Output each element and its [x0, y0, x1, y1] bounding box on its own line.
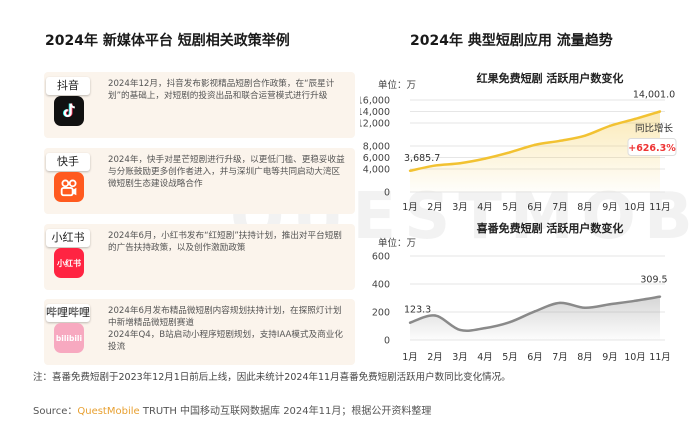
- data-point: [558, 301, 562, 305]
- x-tick-label: 1月: [402, 202, 418, 213]
- x-tick-label: 7月: [552, 352, 568, 363]
- x-tick-label: 3月: [452, 352, 468, 363]
- data-point: [483, 326, 487, 330]
- y-tick-label: 4,000: [363, 165, 390, 176]
- xiaohongshu-logo-icon: 小红书: [54, 248, 84, 278]
- source-prefix: Source：: [33, 406, 78, 417]
- data-label: 309.5: [640, 275, 667, 286]
- trend-charts: 红果免费短剧 活跃用户数变化单位：万 0 4,000 6,000 8,000 12,000…: [357, 60, 695, 374]
- y-tick-label: 6,000: [363, 153, 390, 164]
- growth-value: +626.3%: [628, 143, 676, 154]
- douyin-logo-icon: [54, 96, 84, 126]
- chart-title: 喜番免费短剧 活跃用户数变化: [477, 221, 624, 235]
- left-section-title: 2024年 新媒体平台 短剧相关政策举例: [45, 33, 290, 49]
- bilibili-logo-icon: bilibili: [54, 323, 84, 353]
- data-point: [633, 117, 637, 121]
- y-tick-label: 200: [372, 308, 390, 319]
- data-point: [483, 157, 487, 160]
- x-tick-label: 8月: [577, 352, 593, 363]
- x-tick-label: 4月: [477, 352, 493, 363]
- bilibili-logo-text: bilibili: [55, 333, 83, 343]
- data-point: [658, 295, 662, 298]
- source-line: Source：QuestMobile TRUTH 中国移动互联网数据库 2024…: [33, 402, 431, 417]
- y-tick-label: 16,000: [360, 96, 390, 107]
- x-tick-label: 5月: [502, 352, 518, 363]
- data-point: [633, 299, 637, 302]
- source-brand: QuestMobile: [77, 406, 140, 417]
- platform-label: 抖音: [46, 77, 90, 95]
- data-point: [433, 314, 437, 317]
- data-point: [408, 169, 412, 173]
- policy-text: 2024年6月发布精品微短剧内容规划扶持计划，在探照灯计划中新增精品微短剧赛道 …: [108, 306, 343, 352]
- data-label: 3,685.7: [404, 153, 440, 164]
- y-tick-label: 400: [372, 280, 390, 291]
- data-point: [608, 124, 612, 128]
- xiaohongshu-logo-text: 小红书: [57, 258, 81, 268]
- policy-text: 2024年6月，小红书发布“红短剧”扶持计划，推出对平台短剧的广告扶持政策，以及…: [108, 231, 342, 253]
- data-point: [583, 134, 587, 137]
- policy-card-background: [44, 148, 355, 214]
- policy-card-xiaohongshu: 小红书 小红书 2024年6月，小红书发布“红短剧”扶持计划，推出对平台短剧的广…: [30, 224, 355, 290]
- policy-card-background: [44, 72, 355, 138]
- y-tick-label: 12,000: [360, 119, 390, 130]
- data-label: 123.3: [404, 305, 431, 316]
- y-tick-label: 8,000: [363, 142, 390, 153]
- policy-card-background: [44, 299, 355, 365]
- policy-text: 2024年，快手对星芒短剧进行升级，以更低门槛、更稳妥收益与分账鼓励更多创作者进…: [108, 155, 345, 189]
- data-point: [658, 110, 662, 113]
- growth-badge: [627, 137, 677, 156]
- x-tick-label: 7月: [552, 202, 568, 213]
- x-tick-label: 6月: [527, 202, 543, 213]
- x-tick-label: 5月: [502, 202, 518, 213]
- x-tick-label: 10月: [624, 202, 646, 213]
- data-point: [458, 162, 462, 165]
- y-tick-label: 600: [372, 252, 390, 263]
- y-tick-label: 0: [384, 336, 390, 347]
- data-point: [533, 310, 537, 313]
- data-point: [608, 303, 612, 306]
- unit-label: 单位：万: [378, 79, 416, 91]
- data-point: [408, 321, 412, 324]
- platform-label: 小红书: [46, 229, 90, 247]
- platform-label: 快手: [46, 153, 90, 171]
- x-tick-label: 10月: [624, 352, 646, 363]
- x-tick-label: 9月: [602, 202, 618, 213]
- y-tick-label: 0: [384, 188, 390, 199]
- y-tick-label: 14,000: [360, 107, 390, 118]
- kuaishou-logo-icon: [54, 172, 84, 202]
- policy-card-douyin: 抖音 2024年12月，抖音发布影视精品短剧合作政策，在“辰星计划”的基础上，对…: [30, 72, 355, 138]
- x-tick-label: 8月: [577, 202, 593, 213]
- x-tick-label: 2月: [427, 202, 443, 213]
- data-label: 14,001.0: [633, 89, 675, 100]
- policy-text: 2024年12月，抖音发布影视精品短剧合作政策，在“辰星计划”的基础上，对短剧的…: [108, 79, 335, 101]
- x-tick-label: 11月: [649, 202, 671, 213]
- policy-card-background: [44, 224, 355, 290]
- data-point: [508, 151, 512, 154]
- data-point: [433, 164, 437, 167]
- unit-label: 单位：万: [378, 237, 416, 249]
- platform-label: 哔哩哔哩: [46, 304, 90, 322]
- growth-label: 同比增长: [635, 122, 674, 134]
- x-tick-label: 1月: [402, 352, 418, 363]
- source-suffix: TRUTH 中国移动互联网数据库 2024年11月；根据公开资料整理: [139, 406, 432, 417]
- x-tick-label: 6月: [527, 352, 543, 363]
- x-tick-label: 2月: [427, 352, 443, 363]
- x-tick-label: 3月: [452, 202, 468, 213]
- chart-title: 红果免费短剧 活跃用户数变化: [477, 71, 624, 85]
- right-section-title: 2024年 典型短剧应用 流量趋势: [410, 33, 613, 49]
- data-point: [533, 143, 537, 147]
- data-point: [458, 328, 462, 332]
- data-point: [583, 306, 587, 309]
- footnote: 注：喜番免费短剧于2023年12月1日前后上线，因此未统计2024年11月喜番免…: [33, 372, 511, 383]
- x-tick-label: 11月: [649, 352, 671, 363]
- policy-card-bilibili: 哔哩哔哩 bilibili 2024年6月发布精品微短剧内容规划扶持计划，在探照…: [30, 299, 355, 365]
- x-tick-label: 4月: [477, 202, 493, 213]
- data-point: [558, 139, 562, 143]
- policy-card-kuaishou: 快手 2024年，快手对星芒短剧进行升级，以更低门槛、更稳妥收益与分账鼓励更多创…: [30, 148, 355, 214]
- data-point: [508, 320, 512, 324]
- x-tick-label: 9月: [602, 352, 618, 363]
